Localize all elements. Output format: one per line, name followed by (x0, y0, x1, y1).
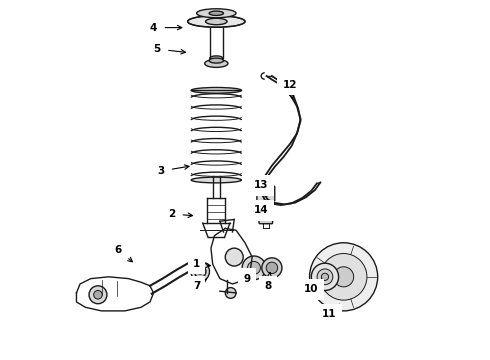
Text: 3: 3 (157, 165, 189, 176)
Circle shape (310, 243, 378, 311)
FancyBboxPatch shape (257, 186, 275, 201)
Ellipse shape (210, 56, 223, 60)
Circle shape (320, 253, 367, 300)
Text: 1: 1 (193, 259, 211, 269)
Text: 10: 10 (304, 279, 321, 294)
Circle shape (89, 286, 107, 304)
Ellipse shape (205, 59, 228, 67)
Ellipse shape (191, 262, 210, 281)
Ellipse shape (197, 269, 203, 274)
Text: 9: 9 (243, 274, 250, 284)
Text: 4: 4 (150, 23, 182, 33)
Text: 11: 11 (322, 304, 340, 319)
Circle shape (225, 248, 243, 266)
Circle shape (94, 291, 102, 299)
Text: 13: 13 (254, 180, 269, 190)
Circle shape (317, 269, 333, 285)
Ellipse shape (209, 11, 223, 15)
Circle shape (242, 256, 266, 280)
Ellipse shape (188, 16, 245, 27)
Circle shape (266, 262, 278, 274)
FancyBboxPatch shape (259, 212, 272, 224)
Ellipse shape (209, 58, 223, 63)
Text: 7: 7 (193, 279, 206, 291)
Ellipse shape (196, 9, 236, 18)
Circle shape (311, 263, 339, 291)
Text: 12: 12 (283, 80, 297, 99)
Circle shape (321, 273, 329, 280)
Text: 6: 6 (114, 245, 132, 262)
Circle shape (247, 261, 260, 274)
Circle shape (262, 258, 282, 278)
Text: 8: 8 (265, 273, 272, 291)
Ellipse shape (205, 18, 227, 25)
Circle shape (225, 288, 236, 298)
Text: 5: 5 (153, 44, 185, 54)
Text: 14: 14 (254, 206, 269, 216)
Circle shape (263, 215, 269, 220)
Ellipse shape (195, 265, 206, 278)
Text: 2: 2 (168, 209, 193, 219)
Circle shape (334, 267, 354, 287)
Ellipse shape (191, 177, 242, 183)
Ellipse shape (191, 87, 242, 93)
Circle shape (263, 191, 269, 197)
